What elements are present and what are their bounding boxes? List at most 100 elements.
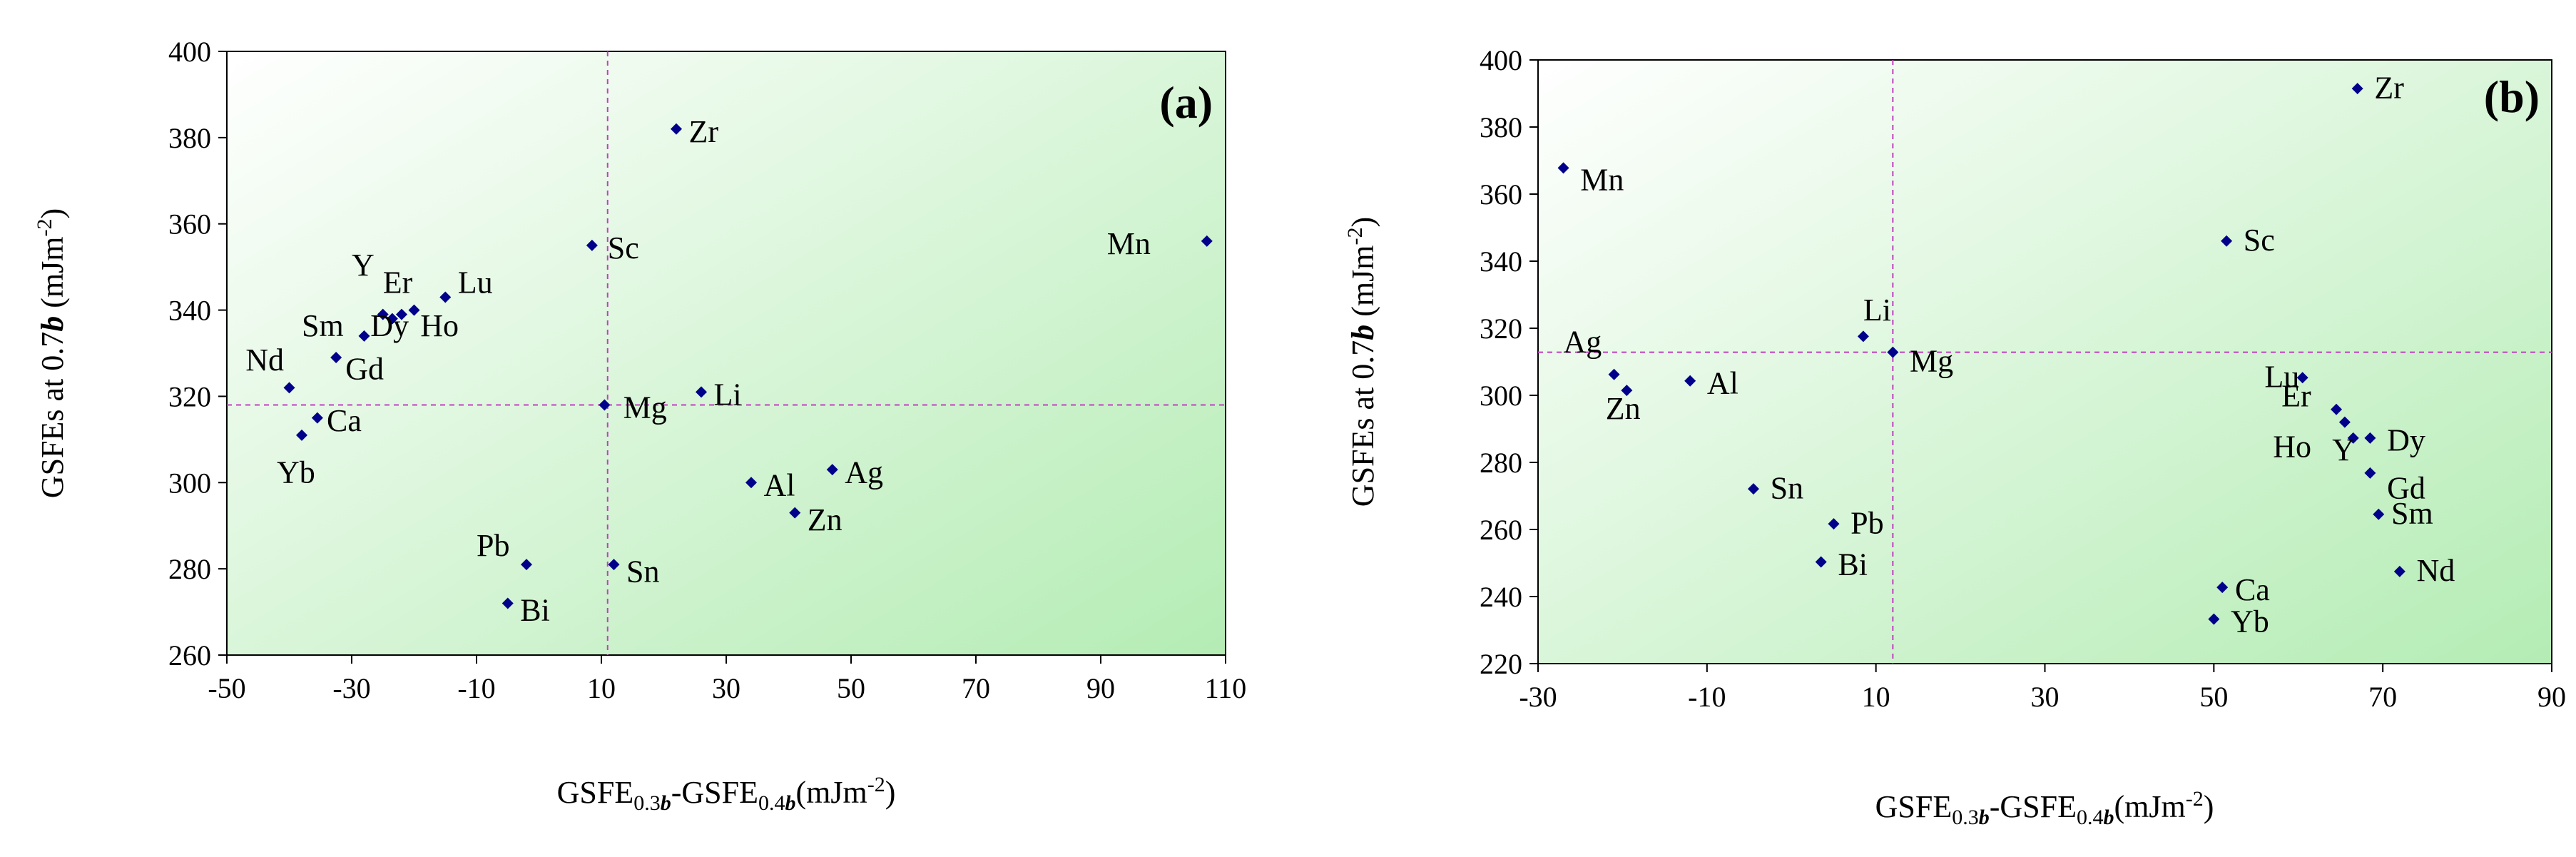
data-point-zr (2351, 83, 2363, 95)
data-point-dy (386, 313, 398, 325)
y-tick-label: 360 (168, 208, 211, 240)
data-label-ag: Ag (845, 455, 883, 490)
x-tick-label: 50 (2199, 681, 2228, 713)
data-point-ca (2216, 582, 2229, 594)
data-label-yb: Yb (2231, 604, 2269, 639)
plot-area (1537, 59, 2552, 664)
data-label-bi: Bi (1838, 547, 1868, 582)
data-point-sc (586, 239, 598, 251)
data-point-nd (283, 382, 295, 394)
y-tick-label: 240 (1480, 581, 1522, 613)
y-tick-label: 300 (168, 467, 211, 499)
data-label-y: Y (2332, 432, 2355, 467)
y-tick-label: 280 (1480, 447, 1522, 479)
data-label-nd: Nd (2417, 553, 2455, 588)
x-axis-title: GSFE0.3b-GSFE0.4b(mJm-2) (557, 773, 896, 815)
data-point-zr (671, 123, 682, 135)
x-tick-label: -50 (208, 672, 245, 704)
data-point-lu (2296, 372, 2308, 384)
y-tick-label: 320 (168, 380, 211, 412)
data-point-al (1684, 375, 1696, 387)
data-point-pb (1828, 518, 1840, 530)
data-point-y (377, 308, 389, 320)
data-point-ho (408, 304, 420, 316)
data-label-sn: Sn (1771, 470, 1803, 505)
x-tick-label: 70 (2368, 681, 2397, 713)
data-point-bi (502, 597, 514, 609)
data-point-er (396, 308, 407, 320)
data-label-pb: Pb (1850, 505, 1883, 540)
x-tick-label: 90 (1086, 672, 1115, 704)
data-point-yb (296, 429, 307, 441)
y-tick-label: 360 (1480, 178, 1522, 211)
y-axis-title: GSFEs at 0.7b (mJm-2) (33, 208, 70, 498)
x-tick-label: -10 (1688, 681, 1726, 713)
data-point-er (2331, 403, 2343, 415)
x-tick-label: 110 (1205, 672, 1247, 704)
x-tick-label: 70 (962, 672, 990, 704)
data-label-bi: Bi (520, 593, 550, 628)
x-tick-label: 30 (712, 672, 740, 704)
data-label-mn: Mn (1580, 163, 1624, 198)
data-label-sn: Sn (626, 554, 659, 589)
data-point-bi (1815, 556, 1827, 568)
data-point-ag (826, 464, 838, 476)
data-label-er: Er (2281, 378, 2311, 413)
y-tick-label: 400 (1480, 44, 1522, 76)
data-point-gd (2364, 467, 2376, 479)
y-tick-label: 280 (168, 553, 211, 585)
data-point-pb (521, 559, 532, 571)
data-point-sm (358, 330, 370, 342)
y-axis-title: GSFEs at 0.7b (mJm-2) (1343, 217, 1380, 507)
data-label-mg: Mg (623, 390, 667, 425)
data-label-lu: Lu (2264, 360, 2299, 395)
data-point-sn (1747, 483, 1759, 495)
chart-panel-a: -50 -30 -10 10 30 50 70 90 110 260 280 300 320 340 360… (33, 36, 1246, 815)
data-point-mg (599, 399, 611, 411)
chart-panel-b: -30 -10 10 30 50 70 90 220 240 260 280 300 320 340 360… (1343, 44, 2566, 829)
data-label-dy: Dy (2387, 423, 2425, 458)
x-axis-title: GSFE0.3b-GSFE0.4b(mJm-2) (1875, 787, 2214, 829)
data-label-mn: Mn (1107, 226, 1151, 261)
data-point-y (2347, 432, 2359, 444)
y-tick-label: 220 (1480, 648, 1522, 680)
data-label-mg: Mg (1910, 343, 1953, 378)
data-point-gd (330, 352, 342, 364)
data-label-sc: Sc (608, 230, 639, 265)
x-tick-label: 10 (587, 672, 616, 704)
data-label-gd: Gd (345, 351, 384, 386)
x-tick-label: 90 (2537, 681, 2566, 713)
data-point-sc (2221, 235, 2233, 247)
y-tick-label: 300 (1480, 380, 1522, 412)
data-point-sn (608, 559, 620, 571)
data-label-sm: Sm (302, 308, 344, 343)
y-tick-label: 260 (1480, 514, 1522, 546)
data-point-sm (2373, 508, 2385, 520)
data-label-zn: Zn (1606, 391, 1641, 426)
data-label-ca: Ca (2235, 572, 2270, 607)
plot-area (226, 51, 1226, 656)
data-label-y: Y (352, 248, 375, 283)
data-point-zn (1621, 385, 1633, 397)
x-tick-label: -10 (457, 672, 495, 704)
y-tick-label: 380 (168, 122, 211, 154)
x-tick-label: 50 (837, 672, 865, 704)
data-point-nd (2393, 565, 2406, 577)
data-point-ag (1608, 368, 1620, 380)
y-tick-label: 380 (1480, 111, 1522, 143)
x-tick-label: 30 (2031, 681, 2060, 713)
data-label-li: Li (1863, 293, 1891, 328)
data-point-yb (2208, 613, 2220, 625)
data-point-li (1857, 330, 1869, 343)
data-label-nd: Nd (245, 343, 284, 377)
data-point-ho (2338, 416, 2351, 428)
data-point-dy (2364, 432, 2376, 444)
data-point-lu (439, 291, 452, 303)
y-tick-label: 400 (168, 36, 211, 68)
data-point-al (745, 477, 757, 489)
data-label-sm: Sm (2391, 496, 2433, 531)
data-label-er: Er (383, 265, 413, 300)
data-point-zn (789, 507, 801, 519)
data-label-li: Li (714, 377, 742, 412)
data-label-yb: Yb (277, 455, 315, 490)
